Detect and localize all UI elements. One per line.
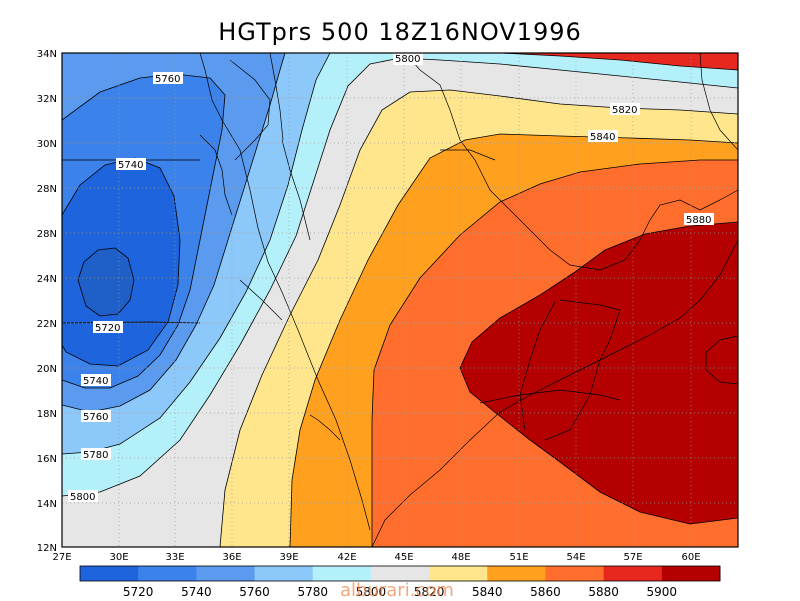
lat-label: 30N [37, 139, 57, 150]
lon-label: 51E [509, 552, 528, 563]
colorbar-swatch [545, 566, 605, 581]
contour-lines [62, 53, 738, 547]
watermark-text: alburari.com [340, 580, 454, 601]
lon-label: 30E [109, 552, 128, 563]
contour-label: 5880 [686, 215, 711, 226]
colorbar-label: 5800 [356, 585, 387, 599]
band-5780 [62, 53, 738, 496]
lon-label: 27E [52, 552, 71, 563]
lon-label: 33E [165, 552, 184, 563]
lon-label: 60E [681, 552, 700, 563]
colorbar-label: 5880 [588, 585, 619, 599]
contour-label: 5740 [118, 160, 143, 171]
colorbar-swatch [138, 566, 197, 581]
lat-label: 16N [37, 454, 57, 465]
contour-label: 5740 [83, 376, 108, 387]
contour-label: 5780 [83, 450, 108, 461]
colorbar-label: 5820 [414, 585, 445, 599]
low-center [78, 248, 134, 316]
longitude-labels: 27E 30E 33E 36E 39E 42E 45E 48E 51E 54E … [52, 552, 700, 563]
contour-label-box [81, 374, 111, 386]
lon-label: 36E [222, 552, 241, 563]
contour-label-box [68, 490, 98, 502]
colorbar-swatch [254, 566, 314, 581]
contour-label-box [93, 321, 123, 333]
colorbar-swatch [312, 566, 372, 581]
band-5820 [220, 90, 738, 547]
contour-fill-layer [62, 53, 738, 547]
contour-label-box [610, 103, 640, 115]
plot-frame [61, 52, 739, 548]
latitude-labels: 34N 32N 30N 28N 28N 24N 22N 20N 18N 16N … [37, 49, 57, 554]
contour-label-box [81, 448, 111, 460]
colorbar-swatch [196, 566, 256, 581]
lon-label: 54E [566, 552, 585, 563]
lat-label: 32N [37, 94, 57, 105]
contour-label: 5820 [612, 105, 637, 116]
contour-label-box [393, 53, 423, 65]
band-5800 [62, 58, 738, 547]
contour-label: 5720 [95, 323, 120, 334]
lat-label: 20N [37, 364, 57, 375]
lat-label: 22N [37, 319, 57, 330]
colorbar-swatch [370, 566, 430, 581]
lat-label: 12N [37, 543, 57, 554]
lon-label: 57E [623, 552, 642, 563]
contour-label-box [81, 410, 111, 422]
colorbar-swatch [80, 566, 139, 581]
lon-label: 39E [279, 552, 298, 563]
colorbar-label: 5760 [239, 585, 270, 599]
grid-lines [62, 53, 738, 547]
contour-label-group: 5760 5740 5720 5740 5760 5780 5800 5800 … [68, 53, 714, 503]
lat-label: 18N [37, 409, 57, 420]
colorbar-label: 5840 [472, 585, 503, 599]
colorbar-label: 5740 [181, 585, 212, 599]
band-5760 [62, 53, 330, 454]
contour-label-box [588, 130, 618, 142]
contour-label-box [684, 213, 714, 225]
contour-label: 5800 [395, 54, 420, 65]
colorbar-label: 5860 [530, 585, 561, 599]
band-5840 [290, 134, 738, 547]
colorbar-frame [79, 565, 721, 582]
map-title: HGTprs 500 18Z16NOV1996 [218, 18, 582, 46]
colorbar-swatch [603, 566, 663, 581]
lat-label: 28N [37, 229, 57, 240]
lat-label: 34N [37, 49, 57, 60]
coastlines-borders [62, 53, 738, 547]
contour-label: 5760 [155, 74, 180, 85]
contour-label: 5760 [83, 412, 108, 423]
colorbar-swatch [487, 566, 546, 581]
contour-label-box [116, 158, 146, 170]
colorbar-swatch [661, 566, 721, 581]
contour-label-box [153, 72, 183, 84]
colorbar-swatch [429, 566, 488, 581]
lat-label: 28N [37, 184, 57, 195]
lon-label: 45E [394, 552, 413, 563]
lon-label: 48E [451, 552, 470, 563]
colorbar-label: 5780 [297, 585, 328, 599]
band-5860 [372, 160, 738, 547]
lon-label: 42E [337, 552, 356, 563]
lat-label: 24N [37, 274, 57, 285]
colorbar-label: 5900 [647, 585, 678, 599]
lat-label: 14N [37, 499, 57, 510]
colorbar: 5720 5740 5760 5780 5800 5820 5840 5860 5880 5900 [79, 565, 721, 599]
contour-label: 5800 [70, 492, 95, 503]
colorbar-label: 5720 [123, 585, 154, 599]
contour-label: 5840 [590, 132, 615, 143]
